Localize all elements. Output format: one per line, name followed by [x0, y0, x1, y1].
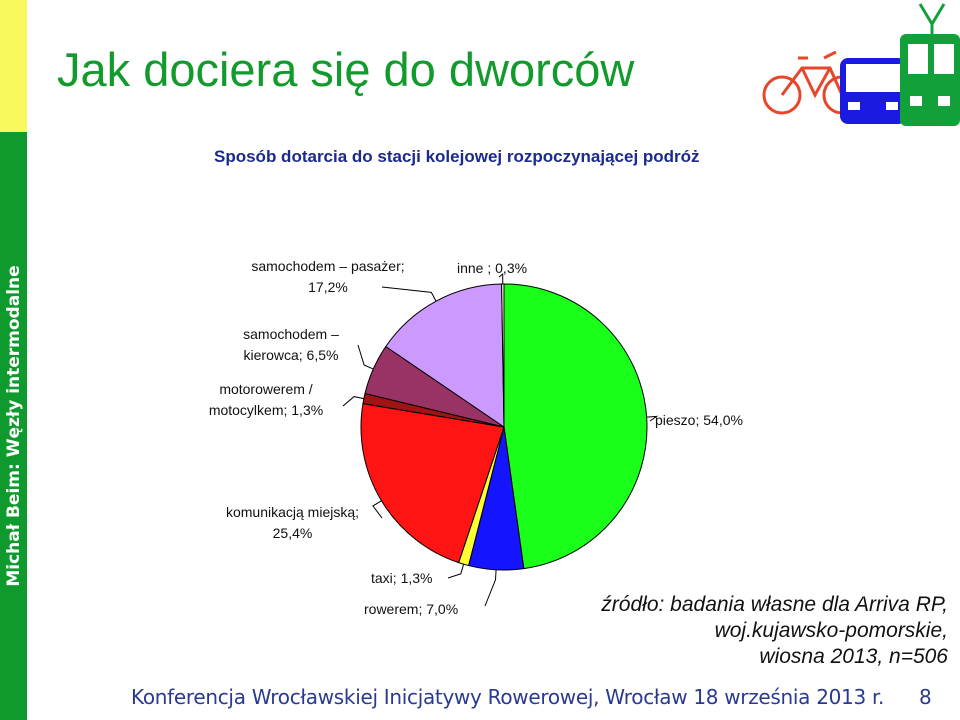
label-pieszo: pieszo; 54,0%: [655, 410, 743, 431]
label-pieszo-line1: pieszo; 54,0%: [655, 412, 743, 428]
source-line3: wiosna 2013, n=506: [759, 645, 948, 668]
label-kierowca: samochodem – kierowca; 6,5%: [226, 324, 356, 366]
leader-taxi: [447, 564, 465, 579]
label-inne: inne ; 0,3%: [457, 258, 527, 279]
leader-pasazer: [381, 286, 437, 302]
label-rowerem-line1: rowerem; 7,0%: [364, 601, 459, 617]
pie-slices: [360, 283, 648, 571]
source-line2: woj.kujawsko-pomorskie,: [714, 619, 948, 642]
leader-lines: [342, 272, 659, 607]
leader-kierowca: [357, 344, 374, 370]
label-komunikacja: komunikacją miejską; 25,4%: [205, 502, 380, 544]
bus-icon: [840, 58, 906, 124]
source-note: źródło: badania własne dla Arriva RP, wo…: [500, 592, 948, 670]
label-pasazer-line1: samochodem – pasażer;: [251, 258, 405, 274]
leader-inne: [498, 272, 504, 285]
label-inne-line1: inne ; 0,3%: [457, 260, 528, 276]
leader-rowerem: [484, 569, 497, 607]
label-rowerem: rowerem; 7,0%: [364, 599, 458, 620]
pie-slice-komunikacja: [360, 403, 505, 564]
page-number: 8: [919, 685, 932, 709]
label-taxi-line1: taxi; 1,3%: [371, 570, 433, 586]
pie-slice-inne: [501, 283, 505, 428]
transport-logo: [762, 3, 960, 126]
label-komunikacja-line2: 25,4%: [272, 525, 313, 541]
label-pasazer-line2: 17,2%: [308, 279, 348, 295]
chart-title: Sposób dotarcia do stacji kolejowej rozp…: [214, 147, 700, 166]
label-motorower: motorowerem / motocylkem; 1,3%: [191, 379, 341, 421]
tram-icon: [900, 3, 960, 126]
leader-pieszo: [646, 415, 659, 422]
pie-slice-pieszo: [503, 283, 648, 570]
leader-motorower: [342, 396, 364, 407]
source-line1: źródło: badania własne dla Arriva RP,: [601, 593, 948, 616]
footer-text: Konferencja Wrocławskiej Inicjatywy Rowe…: [131, 685, 885, 709]
label-motorower-line2: motocylkem; 1,3%: [208, 402, 324, 418]
sidebar-accent: [0, 0, 27, 132]
label-kierowca-line2: kierowca; 6,5%: [243, 347, 339, 363]
label-komunikacja-line1: komunikacją miejską;: [225, 504, 360, 520]
label-taxi: taxi; 1,3%: [371, 568, 432, 589]
label-kierowca-line1: samochodem –: [243, 326, 339, 342]
sidebar: Michał Beim: Węzły intermodalne: [0, 0, 27, 720]
label-pasazer: samochodem – pasażer; 17,2%: [228, 256, 428, 298]
page-title: Jak dociera się do dworców: [57, 43, 635, 96]
label-motorower-line1: motorowerem /: [219, 381, 313, 397]
leader-komunikacja: [372, 500, 383, 519]
